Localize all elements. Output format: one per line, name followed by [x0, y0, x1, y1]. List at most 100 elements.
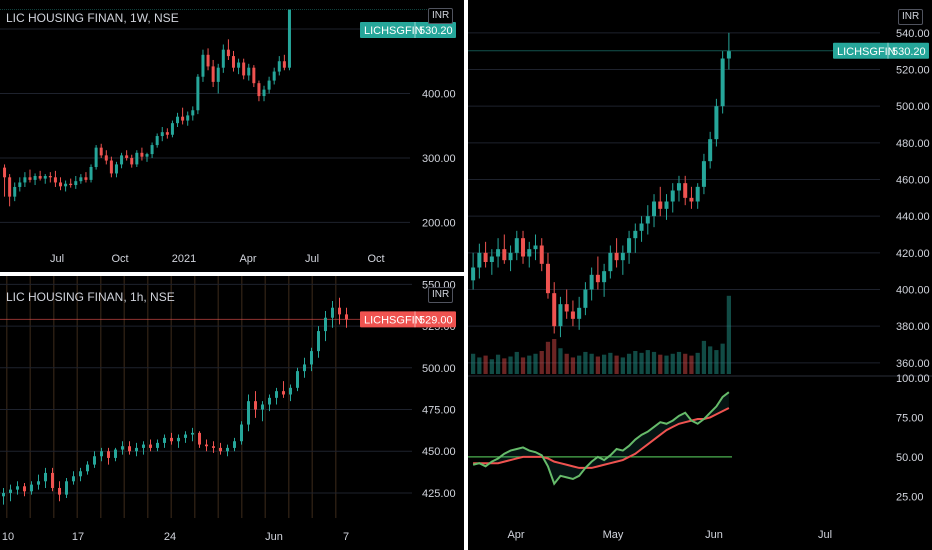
daily-y-tick-label: 420.00: [896, 248, 930, 260]
daily-volume-bar: [651, 351, 657, 374]
hourly-session-divider: [217, 276, 219, 518]
weekly-candle: [43, 176, 47, 179]
daily-volume-bar: [539, 351, 544, 374]
daily-candle: [652, 201, 657, 217]
daily-volume-bar: [527, 355, 532, 374]
daily-volume-bar: [720, 343, 725, 374]
daily-volume-bar: [589, 353, 594, 374]
hourly-candle: [317, 331, 320, 352]
hourly-chart-pane[interactable]: 550.00525.00500.00475.00450.00425.001017…: [0, 276, 464, 550]
weekly-x-tick-label: Oct: [111, 253, 128, 265]
weekly-chart-canvas[interactable]: 500.00400.00300.00200.00JulOct2021AprJul…: [0, 0, 464, 272]
daily-candle: [471, 267, 476, 281]
weekly-candle: [221, 49, 225, 68]
daily-candle: [564, 304, 569, 312]
daily-volume-bar: [639, 352, 644, 374]
rsi-y-tick-label: 75.00: [896, 412, 924, 424]
hourly-y-tick-label: 500.00: [422, 363, 456, 375]
weekly-candle: [282, 61, 286, 68]
daily-x-tick-label: May: [603, 529, 624, 541]
weekly-candle: [272, 71, 276, 81]
hourly-candle: [191, 432, 194, 435]
weekly-candle: [257, 83, 261, 97]
hourly-price-tag-value: 529.00: [419, 314, 453, 326]
daily-volume-bar: [583, 351, 588, 374]
hourly-candle: [121, 446, 124, 450]
hourly-session-divider: [147, 276, 149, 518]
daily-volume-bar: [564, 353, 569, 374]
daily-candle: [608, 252, 613, 272]
daily-candle: [496, 249, 501, 257]
daily-y-tick-label: 480.00: [896, 138, 930, 150]
hourly-session-divider: [194, 276, 196, 518]
weekly-candle: [252, 67, 256, 84]
hourly-candle: [233, 441, 236, 448]
hourly-session-divider: [100, 276, 102, 518]
hourly-candle: [275, 391, 278, 398]
hourly-session-divider: [264, 276, 266, 518]
rsi-line: [472, 391, 730, 486]
daily-volume-bar: [614, 355, 619, 374]
daily-volume-bar: [495, 354, 501, 374]
daily-price-tag-symbol: LICHSGFIN: [837, 46, 896, 58]
weekly-candle: [89, 166, 93, 180]
daily-candle: [658, 201, 663, 209]
hourly-candle: [247, 401, 250, 425]
hourly-y-tick-label: 425.00: [422, 488, 456, 500]
pane-divider-horizontal[interactable]: [0, 272, 464, 276]
daily-volume-bar: [552, 339, 557, 374]
hourly-candle: [170, 437, 173, 442]
weekly-chart-pane[interactable]: 500.00400.00300.00200.00JulOct2021AprJul…: [0, 0, 464, 272]
weekly-candle: [186, 115, 190, 121]
weekly-candle: [145, 154, 149, 157]
hourly-candle: [30, 484, 33, 492]
daily-volume-bar: [471, 353, 476, 374]
weekly-candle: [160, 132, 164, 137]
hourly-candle: [184, 434, 187, 438]
daily-volume-bar: [602, 354, 607, 374]
daily-candle: [583, 289, 588, 308]
weekly-candle: [181, 116, 185, 121]
hourly-candle: [51, 472, 54, 488]
weekly-candle: [135, 152, 139, 165]
daily-candle: [595, 274, 600, 283]
daily-volume-bar: [708, 346, 713, 374]
pane-divider-vertical[interactable]: [464, 0, 468, 550]
daily-y-tick-label: 460.00: [896, 175, 930, 187]
hourly-x-tick-label: Jun: [265, 531, 283, 543]
daily-price-tag-bg: [833, 42, 929, 59]
daily-chart-pane[interactable]: 540.00 520.00 500.00 480.00 460.00 440.00 420.…: [468, 0, 932, 550]
weekly-candle: [69, 183, 73, 186]
weekly-candle: [211, 66, 215, 82]
weekly-candle: [84, 177, 88, 180]
hourly-candle: [135, 447, 138, 452]
hourly-chart-canvas[interactable]: 550.00525.00500.00475.00450.00425.001017…: [0, 276, 464, 550]
daily-volume-bar: [570, 357, 576, 374]
hourly-y-tick-label: 450.00: [422, 446, 456, 458]
weekly-candle: [287, 9, 291, 68]
daily-candle: [689, 197, 694, 202]
hourly-candle: [9, 489, 12, 493]
hourly-candle: [58, 487, 61, 495]
weekly-candle: [231, 56, 235, 68]
daily-candle: [708, 139, 713, 162]
daily-candle: [514, 238, 519, 253]
daily-candle: [489, 256, 494, 262]
hourly-candle: [268, 397, 271, 405]
hourly-x-tick-label: 7: [343, 531, 349, 543]
weekly-candle: [3, 167, 7, 178]
daily-candle: [633, 230, 638, 239]
hourly-candle: [100, 451, 103, 457]
hourly-candle: [114, 449, 117, 458]
weekly-candle: [216, 67, 220, 82]
hourly-x-tick-label: 17: [72, 531, 84, 543]
hourly-candle: [261, 404, 264, 410]
rsi-y-tick-label: 25.00: [896, 491, 924, 503]
weekly-candle: [140, 152, 144, 157]
weekly-candle: [18, 182, 22, 187]
hourly-candle: [219, 447, 222, 452]
daily-x-tick-label: Jun: [705, 529, 723, 541]
daily-chart-canvas[interactable]: 540.00 520.00 500.00 480.00 460.00 440.00 420.…: [468, 0, 932, 550]
daily-volume-bar: [633, 351, 638, 374]
daily-volume-bar: [726, 295, 731, 374]
